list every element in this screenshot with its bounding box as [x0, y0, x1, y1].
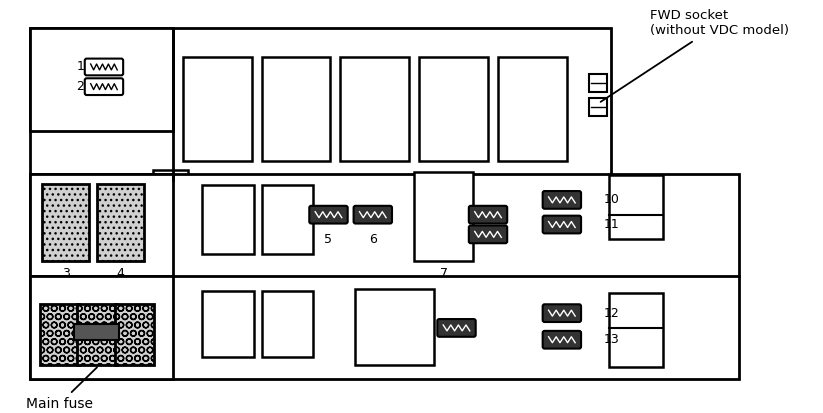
Text: 11: 11 — [603, 218, 619, 231]
FancyBboxPatch shape — [469, 225, 507, 243]
Bar — [77, 304, 117, 366]
Bar — [153, 170, 188, 185]
Bar — [30, 174, 173, 276]
Bar — [40, 304, 79, 366]
Bar — [42, 184, 89, 261]
Text: 3: 3 — [62, 267, 69, 280]
Text: 9: 9 — [436, 321, 444, 335]
FancyBboxPatch shape — [85, 59, 123, 75]
Text: 13: 13 — [603, 333, 619, 346]
Bar — [97, 184, 144, 261]
Text: Main fuse: Main fuse — [26, 367, 97, 411]
Bar — [202, 290, 253, 358]
FancyBboxPatch shape — [309, 206, 347, 223]
Text: 8: 8 — [468, 228, 477, 241]
Bar — [30, 174, 739, 379]
FancyBboxPatch shape — [354, 206, 392, 223]
Bar — [114, 304, 154, 366]
Bar — [40, 304, 79, 366]
Bar — [30, 28, 611, 180]
Text: 4: 4 — [117, 267, 124, 280]
Bar — [114, 304, 154, 366]
Bar — [30, 28, 173, 131]
Text: FWD socket
(without VDC model): FWD socket (without VDC model) — [601, 9, 789, 102]
Bar — [30, 276, 173, 379]
Bar — [340, 57, 409, 161]
Bar — [498, 57, 567, 161]
Bar — [42, 184, 89, 261]
Bar — [74, 324, 119, 340]
Bar — [262, 57, 331, 161]
Bar — [609, 175, 663, 239]
FancyBboxPatch shape — [469, 206, 507, 223]
Text: 5: 5 — [324, 233, 332, 247]
Bar — [414, 172, 473, 261]
Text: 10: 10 — [603, 193, 619, 206]
FancyBboxPatch shape — [542, 304, 581, 322]
FancyBboxPatch shape — [542, 216, 581, 233]
Text: 6: 6 — [369, 233, 377, 247]
Text: 2: 2 — [77, 80, 84, 93]
FancyBboxPatch shape — [542, 331, 581, 349]
Text: 12: 12 — [603, 306, 619, 320]
Bar — [589, 98, 607, 116]
Text: 1: 1 — [77, 60, 84, 74]
FancyBboxPatch shape — [85, 78, 123, 95]
Bar — [419, 57, 488, 161]
Bar — [355, 289, 434, 366]
Bar — [77, 304, 117, 366]
Bar — [202, 185, 253, 254]
Bar — [97, 184, 144, 261]
Bar — [183, 57, 252, 161]
Text: 7: 7 — [439, 267, 448, 280]
FancyBboxPatch shape — [542, 191, 581, 209]
FancyBboxPatch shape — [437, 319, 476, 337]
Bar — [262, 290, 313, 358]
Bar — [262, 185, 313, 254]
Bar — [609, 294, 663, 367]
Bar — [589, 74, 607, 92]
